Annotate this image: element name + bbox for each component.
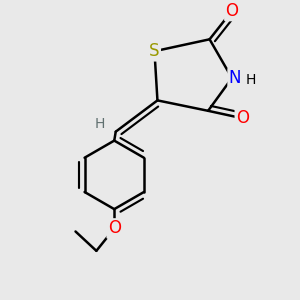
Text: O: O bbox=[225, 2, 239, 20]
Text: N: N bbox=[229, 69, 241, 87]
Text: O: O bbox=[108, 220, 121, 238]
Text: O: O bbox=[236, 109, 249, 127]
Text: H: H bbox=[246, 74, 256, 87]
Text: H: H bbox=[94, 117, 104, 131]
Text: S: S bbox=[149, 42, 160, 60]
